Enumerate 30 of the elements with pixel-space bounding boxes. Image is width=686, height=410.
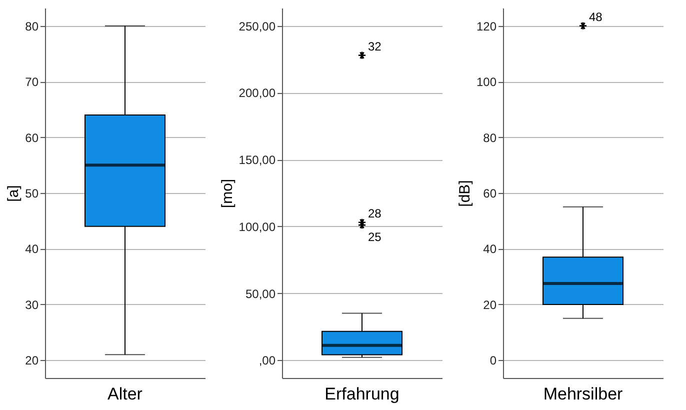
y-tick-label: 70 [25,75,39,90]
x-tick-label: Erfahrung [324,384,400,404]
y-tick-label: 100 [476,75,497,90]
y-tick-label: 20 [483,298,497,312]
y-tick-label: 100,00 [238,220,276,234]
annotation: 28 [368,206,382,220]
y-tick-label: 200,00 [238,86,276,100]
y-tick-label: ,00 [258,354,276,368]
y-tick-label: 60 [483,186,497,200]
y-axis-title: [dB] [456,180,474,207]
y-tick-label: 40 [483,242,497,256]
y-tick-label: 80 [25,19,39,34]
y-tick-label: 80 [483,130,497,145]
annotation: 32 [368,39,382,54]
y-tick-label: 120 [476,19,497,34]
y-tick-label: 0 [490,354,497,368]
y-axis-title: [mo] [218,178,236,208]
y-axis-title: [a] [5,185,22,202]
y-tick-label: 50,00 [245,286,276,301]
annotation: 25 [368,230,382,244]
y-tick-label: 150,00 [238,153,276,168]
x-tick-label: Mehrsilber [543,384,624,404]
y-tick-label: 50 [25,186,39,200]
x-tick-label: Alter [108,384,143,404]
y-tick-label: 40 [25,242,39,256]
y-tick-label: 250,00 [238,19,276,34]
annotation: 48 [589,10,603,24]
y-tick-label: 60 [25,130,39,145]
y-tick-label: 20 [25,354,39,368]
y-tick-label: 30 [25,298,39,312]
